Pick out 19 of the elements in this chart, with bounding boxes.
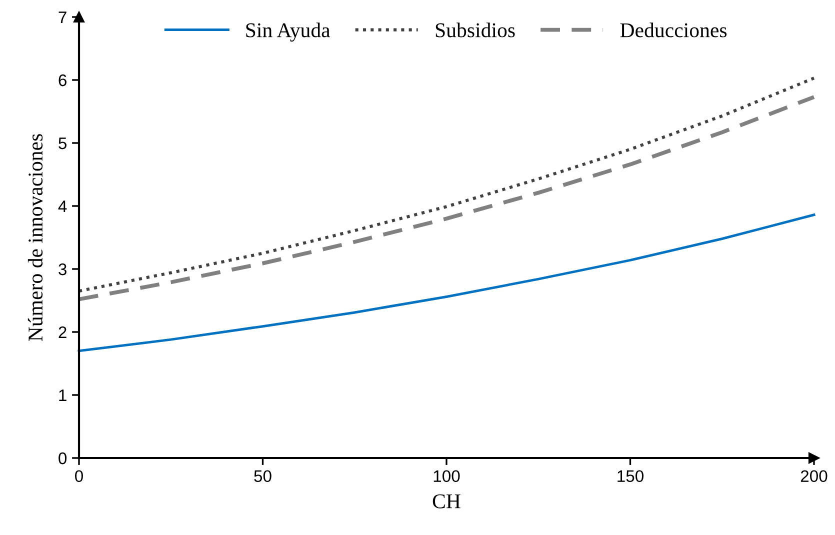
y-tick-label: 1 [59,390,66,402]
y-tick-label: 0 [58,452,67,464]
legend-label: Sin Ayuda [246,22,330,42]
y-tick-label: 2 [58,326,66,338]
x-tick-label: 50 [254,470,272,482]
x-tick-label: 0 [75,470,83,482]
y-tick-label: 3 [58,263,66,276]
y-axis-title: Número de innovaciones [28,134,43,342]
legend-label: Subsidios [436,22,515,38]
y-tick-label: 7 [58,12,66,24]
x-axis-title: CH [432,494,460,508]
y-tick-label: 5 [58,138,66,150]
x-tick-label: 150 [618,470,644,482]
y-tick-label: 6 [58,74,66,86]
y-tick-label: 4 [58,200,67,212]
x-tick-label: 100 [434,470,460,482]
line-series [78,214,816,352]
x-tick-label: 200 [800,470,828,482]
legend-label: Deducciones [620,22,727,38]
